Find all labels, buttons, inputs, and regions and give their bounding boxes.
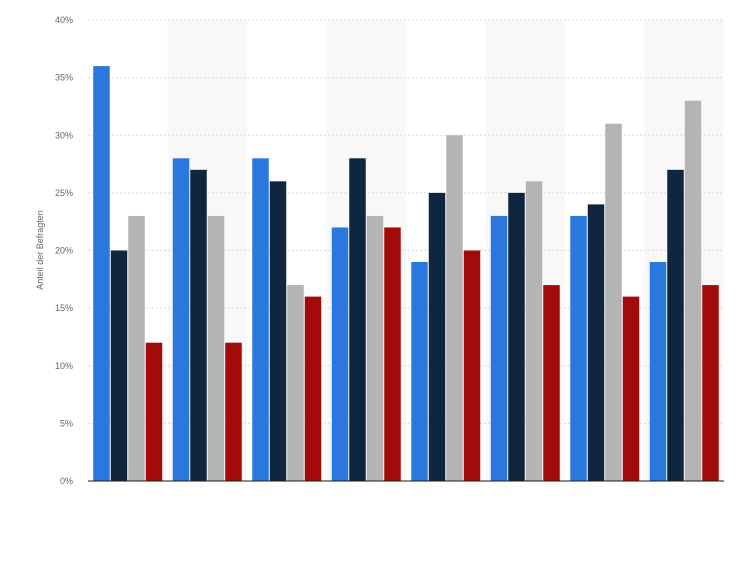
bar (428, 192, 446, 481)
axes: 0% 5% 10% 15% 20% 25% 30% 35% 40% (55, 15, 724, 486)
bar (304, 296, 322, 481)
bar (252, 158, 269, 482)
bar (93, 66, 110, 481)
bar (349, 158, 366, 482)
y-tick-label: 5% (60, 418, 73, 428)
y-tick-label: 10% (55, 361, 73, 371)
y-tick-label: 0% (60, 476, 73, 486)
bar (287, 285, 304, 481)
bar (384, 227, 401, 481)
bar-series (93, 66, 719, 482)
bar (172, 158, 190, 482)
bar (128, 215, 145, 482)
bar (207, 215, 225, 482)
y-tick-label: 35% (55, 73, 73, 83)
bar (684, 100, 702, 482)
bar (605, 123, 622, 481)
bar (667, 169, 684, 481)
bar (463, 250, 481, 481)
y-tick-label: 40% (55, 15, 73, 25)
y-tick-label: 20% (55, 246, 73, 256)
bar (411, 262, 428, 481)
bar (269, 181, 287, 481)
bar (225, 342, 242, 481)
bar (525, 181, 543, 481)
bar (543, 285, 560, 481)
y-tick-label: 15% (55, 303, 73, 313)
y-tick-label: 30% (55, 130, 73, 140)
bar (446, 135, 463, 481)
bar (110, 250, 128, 481)
y-axis-label: Anteil der Befragten (35, 210, 45, 290)
bar (508, 192, 525, 481)
bar (490, 215, 508, 482)
bar (190, 169, 207, 481)
bar (622, 296, 640, 481)
bar (366, 215, 384, 482)
bar (587, 204, 605, 481)
bar (570, 215, 587, 482)
y-tick-label: 25% (55, 188, 73, 198)
bar (145, 342, 163, 481)
bar (702, 285, 719, 481)
bar (649, 262, 667, 481)
bar (331, 227, 349, 481)
